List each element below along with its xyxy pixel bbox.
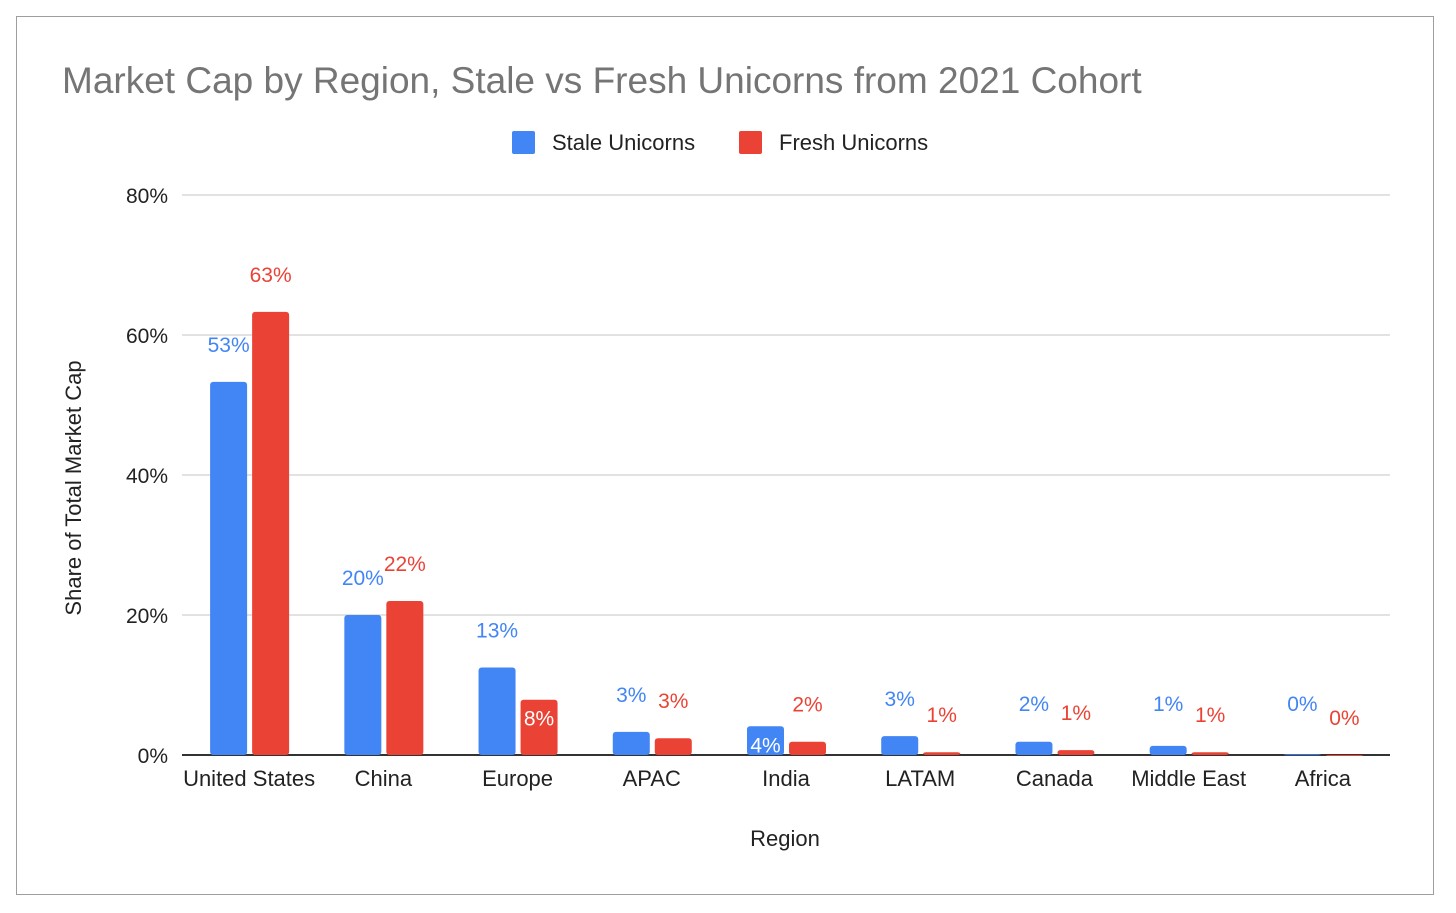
legend-label: Stale Unicorns xyxy=(552,130,695,155)
gridlines: 0% 20% 40% 60% 80% xyxy=(126,185,1390,768)
bar xyxy=(789,741,826,755)
y-axis-label: Share of Total Market Cap xyxy=(61,360,86,615)
data-label: 4% xyxy=(750,734,780,757)
data-label: 13% xyxy=(476,620,518,643)
y-tick-label: 80% xyxy=(126,185,168,208)
data-label: 1% xyxy=(1153,693,1183,716)
data-label: 22% xyxy=(384,553,426,576)
data-label: 63% xyxy=(250,264,292,287)
bar xyxy=(612,731,650,755)
legend-label: Fresh Unicorns xyxy=(779,130,928,155)
bar xyxy=(386,601,424,755)
bar xyxy=(210,381,248,755)
legend-swatch xyxy=(512,131,535,154)
data-label: 8% xyxy=(524,708,554,731)
data-label: 20% xyxy=(342,567,384,590)
x-tick-label: Europe xyxy=(482,766,553,791)
x-tick-label: Canada xyxy=(1016,766,1094,791)
bar xyxy=(747,726,784,755)
legend-swatch xyxy=(739,131,762,154)
y-tick-label: 20% xyxy=(126,605,168,628)
y-tick-label: 60% xyxy=(126,325,168,348)
chart-frame xyxy=(16,16,1434,895)
bar xyxy=(654,738,692,755)
y-tick-label: 0% xyxy=(138,745,168,768)
bar xyxy=(1283,754,1321,756)
chart-title: Market Cap by Region, Stale vs Fresh Uni… xyxy=(62,60,1142,101)
bar xyxy=(923,752,961,755)
data-label: 0% xyxy=(1287,693,1317,716)
x-tick-label: United States xyxy=(183,766,315,791)
legend: Stale Unicorns Fresh Unicorns xyxy=(512,130,928,155)
bar xyxy=(1325,755,1363,756)
bar xyxy=(881,736,919,755)
x-tick-label: LATAM xyxy=(885,766,955,791)
bar xyxy=(478,667,516,755)
bar xyxy=(1015,741,1053,755)
bar xyxy=(1149,745,1187,755)
x-tick-label: Middle East xyxy=(1131,766,1246,791)
x-axis-label: Region xyxy=(750,826,820,851)
bar xyxy=(1057,750,1095,755)
data-label: 0% xyxy=(1329,707,1359,730)
bars: 53% 63% 20%22% 13% 8% 3% 3% 4% 2% 3% 1% 2% 1% 1% 1% 0% 0… xyxy=(208,264,1363,757)
data-label: 53% xyxy=(208,334,250,357)
data-label: 3% xyxy=(616,684,646,707)
data-label: 2% xyxy=(792,694,822,717)
bar xyxy=(252,311,290,755)
data-label: 1% xyxy=(1195,704,1225,727)
x-tick-label: APAC xyxy=(623,766,681,791)
bar xyxy=(520,699,558,755)
data-label: 3% xyxy=(885,688,915,711)
x-tick-labels: United States China Europe APAC India LATAM Ca… xyxy=(183,766,1352,791)
bar xyxy=(1191,752,1229,755)
y-tick-label: 40% xyxy=(126,465,168,488)
data-label: 1% xyxy=(927,704,957,727)
data-label: 2% xyxy=(1019,693,1049,716)
data-label: 3% xyxy=(658,690,688,713)
x-tick-label: India xyxy=(762,766,810,791)
x-tick-label: China xyxy=(355,766,413,791)
x-tick-label: Africa xyxy=(1295,766,1352,791)
bar xyxy=(344,615,382,755)
data-label: 1% xyxy=(1061,702,1091,725)
